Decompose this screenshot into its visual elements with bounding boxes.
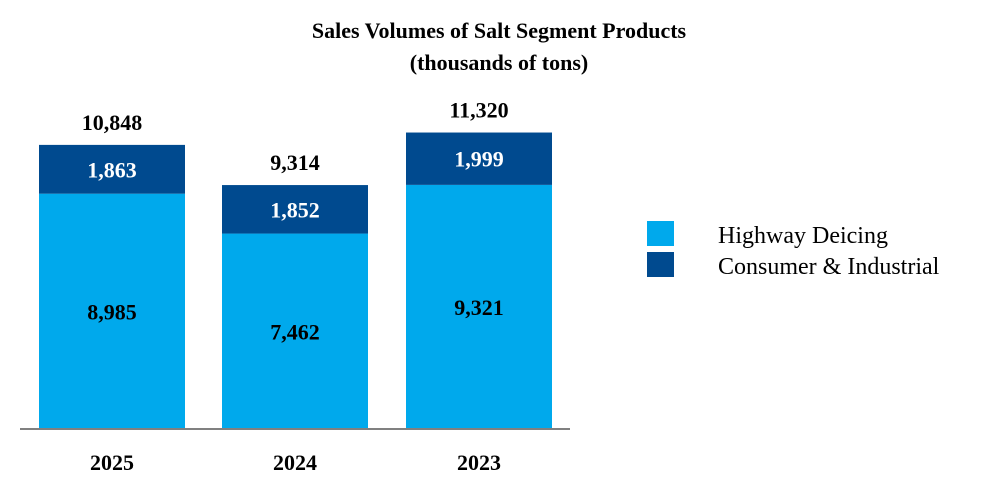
legend-swatch-consumer-industrial [647, 252, 674, 277]
data-label-consumer-industrial-2024: 1,852 [270, 197, 320, 222]
x-tick-label-2024: 2024 [273, 450, 317, 475]
bar-consumer-industrial-2024 [222, 185, 368, 234]
data-label-highway-deicing-2025: 8,985 [87, 299, 137, 324]
data-label-consumer-industrial-2023: 1,999 [454, 147, 504, 172]
x-tick-label-2025: 2025 [90, 450, 134, 475]
total-label-2025: 10,848 [82, 110, 143, 135]
x-tick-label-2023: 2023 [457, 450, 501, 475]
legend-label-highway-deicing: Highway Deicing [718, 223, 888, 249]
bars-group [39, 132, 552, 429]
total-label-2023: 11,320 [449, 98, 508, 123]
total-label-2024: 9,314 [270, 150, 320, 175]
bar-highway-deicing-2025 [39, 193, 185, 429]
data-label-highway-deicing-2023: 9,321 [454, 295, 504, 320]
bar-highway-deicing-2024 [222, 233, 368, 429]
legend-label-consumer-industrial: Consumer & Industrial [718, 254, 940, 280]
bar-consumer-industrial-2023 [406, 132, 552, 185]
chart-title: Sales Volumes of Salt Segment Products [312, 18, 687, 43]
chart-subtitle: (thousands of tons) [410, 50, 589, 75]
bar-consumer-industrial-2025 [39, 144, 185, 194]
data-label-consumer-industrial-2025: 1,863 [87, 157, 137, 182]
labels-group: 8,985 1,863 10,848 2025 7,462 1,852 9,314 2024 9… [82, 98, 509, 475]
legend: Highway Deicing Consumer & Industrial [647, 221, 940, 280]
legend-swatch-highway-deicing [647, 221, 674, 246]
bar-highway-deicing-2023 [406, 184, 552, 429]
data-label-highway-deicing-2024: 7,462 [270, 319, 320, 344]
